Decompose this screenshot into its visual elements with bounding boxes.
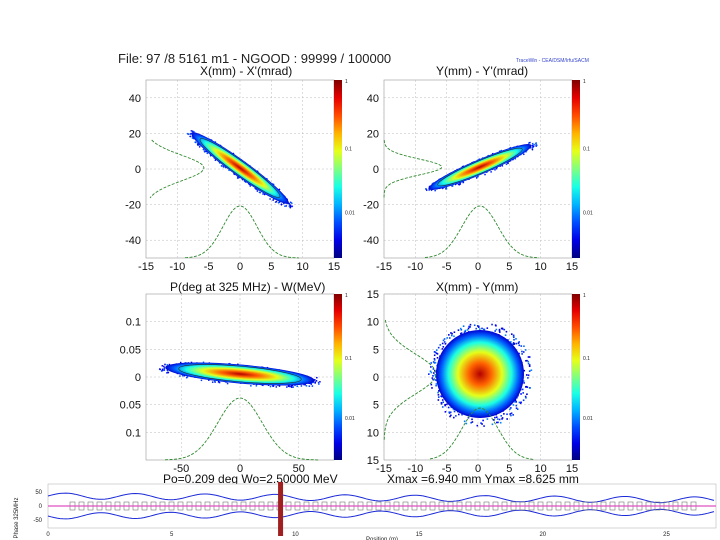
y-tick-label: 10 xyxy=(367,427,379,439)
y-tick-label: 0.1 xyxy=(126,427,141,439)
colorbar-tick-label: 1 xyxy=(345,79,348,85)
y-tick-label: -20 xyxy=(125,200,141,212)
envelope-x-tick: 10 xyxy=(292,532,299,538)
colorbar-tick-label: 0.01 xyxy=(583,416,593,422)
y-tick-label: 0 xyxy=(373,164,379,176)
y-tick-label: 0 xyxy=(373,372,379,384)
x-tick-label: 10 xyxy=(297,261,309,273)
x-tick-label: -5 xyxy=(442,463,452,475)
y-tick-label: 40 xyxy=(367,93,379,105)
x-tick-label: 0 xyxy=(475,261,481,273)
colorbar-tick-label: 0.01 xyxy=(583,211,593,217)
y-tick-label: -40 xyxy=(363,235,379,247)
y-tick-label: 5 xyxy=(373,344,379,356)
y-tick-label: 20 xyxy=(367,128,379,140)
x-tick-label: 0 xyxy=(475,463,481,475)
y-tick-label: 20 xyxy=(129,128,141,140)
x-tick-label: -5 xyxy=(442,261,452,273)
colorbar-tick-label: 0.1 xyxy=(583,356,590,362)
envelope-x-tick: 0 xyxy=(46,532,50,538)
colorbar xyxy=(572,294,580,460)
colorbar-tick-label: 1 xyxy=(345,293,348,299)
y-tick-label: 15 xyxy=(367,455,379,467)
y-tick-label: 10 xyxy=(367,317,379,329)
colorbar-tick-label: 1 xyxy=(583,79,586,85)
x-tick-label: -10 xyxy=(407,463,423,475)
x-tick-label: -10 xyxy=(407,261,423,273)
y-tick-label: 0.05 xyxy=(120,344,141,356)
colorbar xyxy=(334,80,342,258)
colorbar-tick-label: 0.1 xyxy=(345,147,352,153)
colorbar-tick-label: 1 xyxy=(583,293,586,299)
colorbar-tick-label: 0.01 xyxy=(345,211,355,217)
x-tick-label: 15 xyxy=(566,463,578,475)
envelope-x-tick: 15 xyxy=(416,532,423,538)
colorbar-tick-label: 0.01 xyxy=(345,416,355,422)
envelope-ylabel: Phase 325MHz xyxy=(14,497,20,538)
x-tick-label: -15 xyxy=(138,261,154,273)
x-tick-label: 5 xyxy=(268,261,274,273)
y-tick-label: 0 xyxy=(135,372,141,384)
y-tick-label: -20 xyxy=(363,200,379,212)
x-tick-label: -15 xyxy=(376,261,392,273)
x-tick-label: -10 xyxy=(169,261,185,273)
envelope-y-tick: 50 xyxy=(35,490,42,496)
y-tick-label: 40 xyxy=(129,93,141,105)
colorbar-tick-label: 0.1 xyxy=(345,356,352,362)
y-tick-label: 0.1 xyxy=(126,317,141,329)
position-marker xyxy=(278,482,283,536)
x-tick-label: 10 xyxy=(535,463,547,475)
y-tick-label: -40 xyxy=(125,235,141,247)
x-tick-label: -50 xyxy=(173,463,189,475)
y-tick-label: 5 xyxy=(373,400,379,412)
envelope-x-tick: 20 xyxy=(539,532,546,538)
x-tick-label: 5 xyxy=(506,261,512,273)
x-tick-label: 5 xyxy=(506,463,512,475)
x-tick-label: 15 xyxy=(566,261,578,273)
envelope-x-tick: 5 xyxy=(170,532,174,538)
colorbar xyxy=(334,294,342,460)
y-tick-label: 0 xyxy=(135,164,141,176)
envelope-y-tick: -50 xyxy=(33,518,42,524)
x-tick-label: -5 xyxy=(204,261,214,273)
envelope-y-tick: 0 xyxy=(39,504,43,510)
y-tick-label: 15 xyxy=(367,289,379,301)
x-tick-label: 50 xyxy=(293,463,305,475)
envelope-x-tick: 25 xyxy=(663,532,670,538)
x-tick-label: 15 xyxy=(328,261,340,273)
y-tick-label: 0.05 xyxy=(120,400,141,412)
x-tick-label: 0 xyxy=(237,463,243,475)
x-tick-label: 10 xyxy=(535,261,547,273)
x-tick-label: 0 xyxy=(237,261,243,273)
colorbar xyxy=(572,80,580,258)
colorbar-tick-label: 0.1 xyxy=(583,147,590,153)
